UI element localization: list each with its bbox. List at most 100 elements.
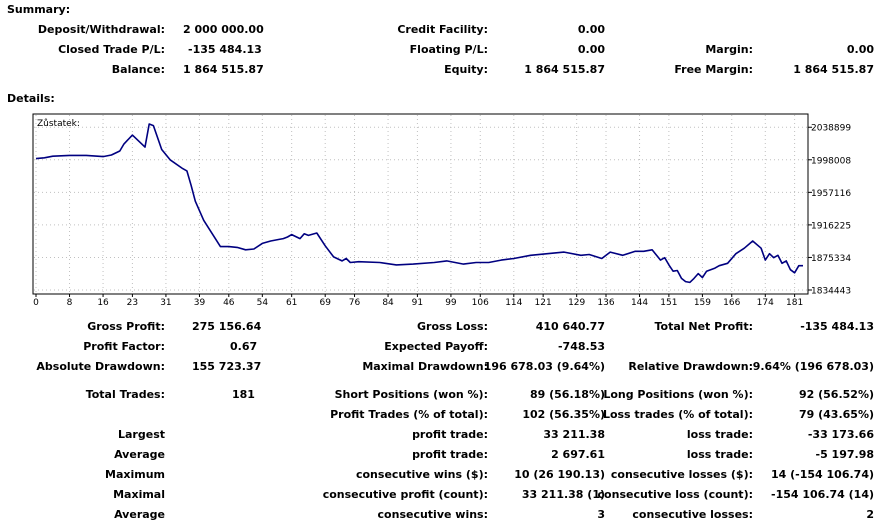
x-tick-label: 144 — [631, 298, 648, 308]
chart-title: Zůstatek: — [37, 118, 80, 129]
y-tick-label: 1916225 — [811, 221, 851, 231]
y-tick-label: 1957116 — [811, 189, 851, 199]
x-tick-label: 99 — [445, 298, 457, 308]
absolute-drawdown-label: Absolute Drawdown: — [36, 360, 165, 373]
max-consecutive-wins-value: 10 (26 190.13) — [514, 468, 605, 481]
credit-facility-label: Credit Facility: — [397, 23, 488, 36]
x-tick-label: 54 — [257, 298, 269, 308]
long-positions-label: Long Positions (won %): — [603, 388, 753, 401]
x-tick-label: 136 — [597, 298, 614, 308]
deposit-label: Deposit/Withdrawal: — [37, 23, 165, 36]
average-consecutive-losses-value: 2 — [866, 508, 874, 521]
x-tick-label: 31 — [160, 298, 171, 308]
average-profit-label: profit trade: — [412, 448, 488, 461]
average-consecutive-wins-value: 3 — [597, 508, 605, 521]
x-tick-label: 181 — [786, 298, 803, 308]
maximal-consecutive-profit-label: consecutive profit (count): — [322, 488, 488, 501]
x-tick-label: 69 — [319, 298, 331, 308]
closed-pl-label: Closed Trade P/L: — [58, 43, 165, 56]
y-tick-label: 2038899 — [811, 124, 851, 134]
absolute-drawdown-value: 155 723.37 — [192, 360, 262, 373]
x-tick-label: 46 — [223, 298, 235, 308]
details-heading: Details: — [7, 92, 55, 105]
y-tick-label: 1998008 — [811, 156, 851, 166]
x-tick-label: 174 — [757, 298, 774, 308]
free-margin-label: Free Margin: — [674, 63, 753, 76]
maximal-consecutive-loss-label: consecutive loss (count): — [597, 488, 753, 501]
x-tick-label: 91 — [412, 298, 423, 308]
profit-factor-label: Profit Factor: — [83, 340, 165, 353]
largest-loss-value: -33 173.66 — [807, 428, 874, 441]
average-consecutive-label: Average — [114, 508, 165, 521]
average-consecutive-wins-label: consecutive wins: — [377, 508, 488, 521]
profit-trades-label: Profit Trades (% of total): — [330, 408, 488, 421]
y-tick-label: 1834443 — [811, 287, 851, 297]
balance-label: Balance: — [111, 63, 165, 76]
average-profit-value: 2 697.61 — [551, 448, 605, 461]
total-trades-label: Total Trades: — [85, 388, 165, 401]
plot-frame — [32, 113, 809, 295]
balance-chart: 0 8 16 23 31 39 46 54 61 69 76 84 91 99 106 114 121 129 13… — [32, 113, 851, 308]
total-net-profit-value: -135 484.13 — [800, 320, 874, 333]
x-tick-label: 39 — [194, 298, 206, 308]
x-tick-label: 8 — [67, 298, 73, 308]
x-tick-label: 159 — [694, 298, 711, 308]
average-loss-label: loss trade: — [686, 448, 753, 461]
relative-drawdown-value: 9.64% (196 678.03) — [752, 360, 874, 373]
loss-trades-label: Loss trades (% of total): — [602, 408, 753, 421]
maximal-consecutive-profit-value: 33 211.38 (1) — [521, 488, 605, 501]
deposit-value: 2 000 000.00 — [183, 23, 264, 36]
loss-trades-value: 79 (43.65%) — [798, 408, 874, 421]
x-tick-label: 106 — [472, 298, 489, 308]
relative-drawdown-label: Relative Drawdown: — [628, 360, 753, 373]
equity-label: Equity: — [444, 63, 488, 76]
y-tick-label: 1875334 — [811, 254, 851, 264]
short-positions-label: Short Positions (won %): — [334, 388, 488, 401]
x-tick-label: 76 — [349, 298, 361, 308]
summary-heading: Summary: — [7, 3, 71, 16]
balance-line — [35, 123, 803, 284]
gross-loss-label: Gross Loss: — [417, 320, 488, 333]
floating-pl-label: Floating P/L: — [409, 43, 488, 56]
x-tick-label: 16 — [97, 298, 109, 308]
long-positions-value: 92 (56.52%) — [798, 388, 874, 401]
expected-payoff-value: -748.53 — [557, 340, 605, 353]
gross-profit-value: 275 156.64 — [192, 320, 262, 333]
free-margin-value: 1 864 515.87 — [793, 63, 874, 76]
x-tick-label: 151 — [660, 298, 677, 308]
x-tick-label: 114 — [505, 298, 522, 308]
short-positions-value: 89 (56.18%) — [529, 388, 605, 401]
max-consecutive-losses-label: consecutive losses ($): — [610, 468, 753, 481]
x-tick-label: 84 — [382, 298, 394, 308]
floating-pl-value: 0.00 — [577, 43, 605, 56]
largest-profit-value: 33 211.38 — [543, 428, 605, 441]
balance-series — [35, 123, 803, 284]
gross-profit-label: Gross Profit: — [87, 320, 165, 333]
average-loss-value: -5 197.98 — [815, 448, 875, 461]
gross-loss-value: 410 640.77 — [535, 320, 605, 333]
x-tick-label: 61 — [286, 298, 297, 308]
credit-facility-value: 0.00 — [577, 23, 605, 36]
max-consecutive-wins-label: consecutive wins ($): — [355, 468, 488, 481]
x-tick-label: 23 — [127, 298, 138, 308]
x-tick-label: 166 — [723, 298, 740, 308]
total-trades-value: 181 — [232, 388, 255, 401]
expected-payoff-label: Expected Payoff: — [384, 340, 488, 353]
average-label: Average — [114, 448, 165, 461]
average-consecutive-losses-label: consecutive losses: — [632, 508, 753, 521]
balance-value: 1 864 515.87 — [183, 63, 264, 76]
total-net-profit-label: Total Net Profit: — [654, 320, 754, 333]
profit-factor-value: 0.67 — [230, 340, 258, 353]
max-consecutive-losses-value: 14 (-154 106.74) — [771, 468, 874, 481]
largest-profit-label: profit trade: — [412, 428, 488, 441]
maximal-drawdown-value: 196 678.03 (9.64%) — [483, 360, 605, 373]
largest-label: Largest — [118, 428, 165, 441]
maximum-label: Maximum — [105, 468, 165, 481]
x-tick-label: 0 — [33, 298, 39, 308]
maximal-label: Maximal — [113, 488, 165, 501]
profit-trades-value: 102 (56.35%) — [522, 408, 605, 421]
closed-pl-value: -135 484.13 — [188, 43, 262, 56]
maximal-drawdown-label: Maximal Drawdown: — [362, 360, 488, 373]
axis-ticks: 0 8 16 23 31 39 46 54 61 69 76 84 91 99 106 114 121 129 13… — [33, 124, 851, 308]
x-tick-label: 121 — [535, 298, 552, 308]
